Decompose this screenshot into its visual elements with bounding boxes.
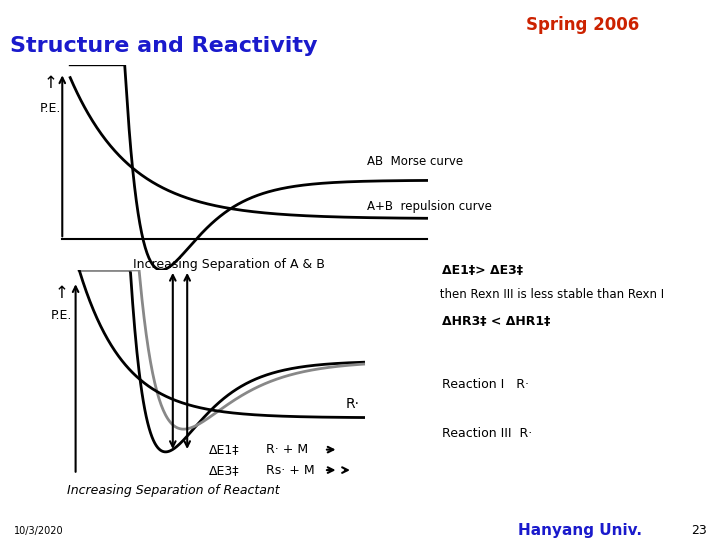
Text: Structure and Reactivity: Structure and Reactivity (10, 36, 318, 56)
Text: 23: 23 (691, 524, 707, 537)
Text: R·: R· (346, 397, 359, 411)
Text: Hanyang Univ.: Hanyang Univ. (518, 523, 642, 538)
Text: ↑: ↑ (43, 74, 58, 92)
Text: ↑: ↑ (54, 284, 68, 302)
Text: Reaction III  R·: Reaction III R· (442, 427, 532, 440)
Text: then Rexn III is less stable than Rexn I: then Rexn III is less stable than Rexn I (436, 288, 665, 301)
Text: ΔHR3‡ < ΔHR1‡: ΔHR3‡ < ΔHR1‡ (442, 315, 550, 328)
Text: A+B  repulsion curve: A+B repulsion curve (367, 200, 492, 213)
Text: ΔE1‡> ΔE3‡: ΔE1‡> ΔE3‡ (442, 265, 523, 278)
Text: R· + M: R· + M (266, 443, 309, 456)
Text: Rs· + M: Rs· + M (266, 463, 315, 477)
Text: Increasing Separation of Reactant: Increasing Separation of Reactant (67, 483, 279, 497)
Text: AB  Morse curve: AB Morse curve (367, 154, 464, 167)
Text: P.E.: P.E. (50, 309, 72, 322)
Text: ΔE3‡: ΔE3‡ (209, 463, 240, 477)
Text: 10/3/2020: 10/3/2020 (14, 525, 64, 536)
Text: Increasing Separation of A & B: Increasing Separation of A & B (132, 258, 325, 272)
Text: Reaction I   R·: Reaction I R· (442, 378, 529, 391)
Text: P.E.: P.E. (40, 102, 61, 115)
Text: Spring 2006: Spring 2006 (526, 16, 639, 34)
Text: ΔE1‡: ΔE1‡ (209, 443, 240, 456)
